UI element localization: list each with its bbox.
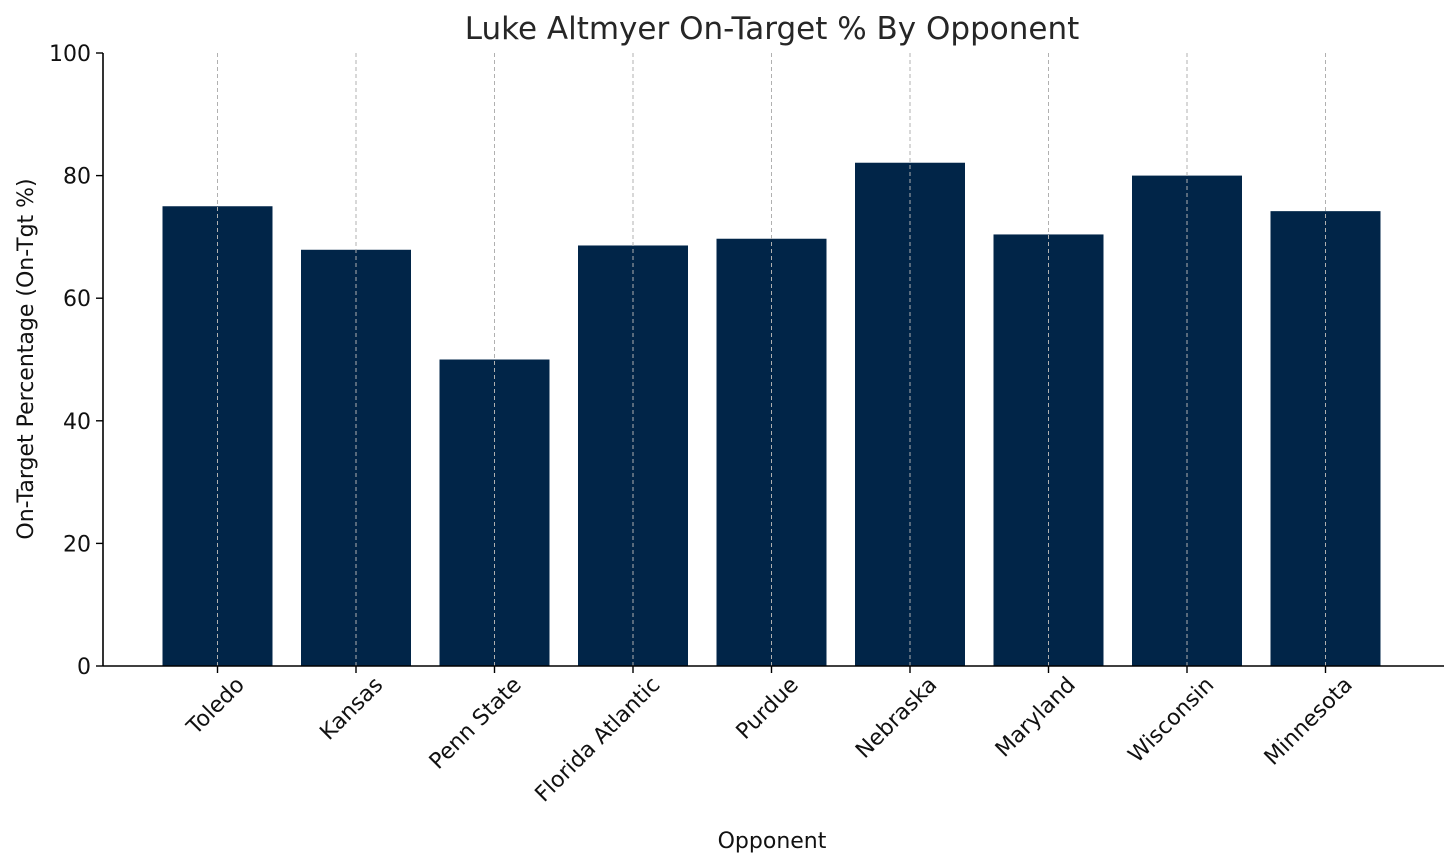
y-tick-label: 60	[63, 287, 91, 312]
y-tick-label: 0	[77, 655, 91, 680]
x-tick-label: Minnesota	[1260, 673, 1358, 771]
y-tick-label: 40	[63, 410, 91, 435]
x-tick-label: Maryland	[991, 673, 1081, 763]
x-tick-label: Purdue	[732, 673, 804, 745]
x-tick-label: Penn State	[425, 673, 527, 775]
chart-title: Luke Altmyer On-Target % By Opponent	[465, 11, 1080, 47]
x-tick-label: Wisconsin	[1124, 673, 1219, 768]
x-tick-label: Nebraska	[851, 673, 942, 764]
y-axis: 0 20 40 60 80 100	[49, 42, 104, 680]
y-tick-label: 20	[63, 532, 91, 557]
y-tick-label: 80	[63, 165, 91, 190]
x-axis-label: Opponent	[718, 829, 827, 854]
x-axis: Toledo Kansas Penn State Florida Atlantic Pu…	[103, 665, 1444, 808]
y-axis-label: On-Target Percentage (On-Tgt %)	[14, 178, 39, 539]
bar-toledo	[162, 206, 273, 666]
x-tick-label: Kansas	[315, 673, 388, 746]
x-tick-label: Florida Atlantic	[531, 673, 666, 808]
x-tick-label: Toledo	[182, 673, 250, 741]
bar-nebraska	[855, 162, 965, 667]
y-tick-label: 100	[49, 42, 91, 67]
